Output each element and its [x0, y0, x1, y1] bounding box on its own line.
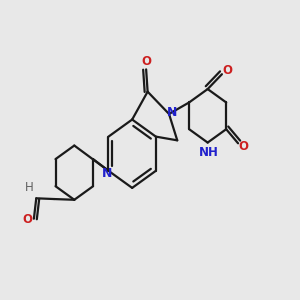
Text: NH: NH	[199, 146, 219, 159]
Text: O: O	[22, 213, 32, 226]
Text: N: N	[167, 106, 177, 119]
Text: H: H	[25, 182, 33, 194]
Text: O: O	[238, 140, 248, 153]
Text: O: O	[141, 56, 151, 68]
Text: O: O	[222, 64, 232, 77]
Text: N: N	[102, 167, 112, 179]
